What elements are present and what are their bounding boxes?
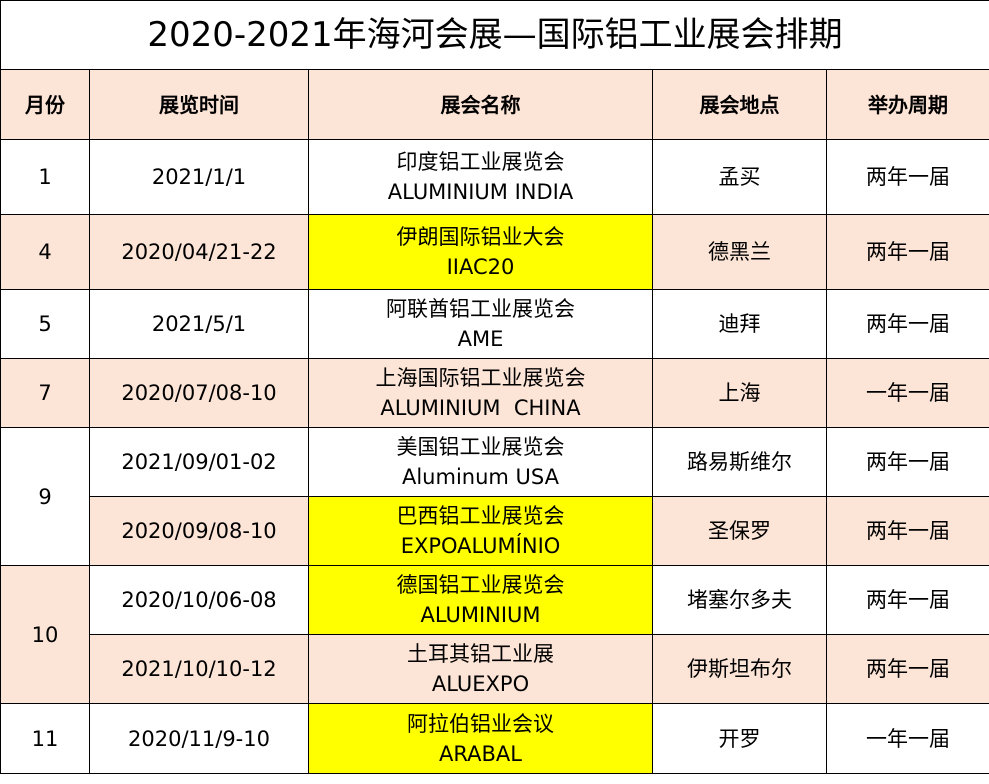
name-en: ARABAL xyxy=(439,741,522,766)
table-row: 10 2020/10/06-08 德国铝工业展览会 ALUMINIUM 堵塞尔多夫 两年一… xyxy=(0,565,989,704)
table-row: 2020/09/08-10 巴西铝工业展览会 EXPOALUMÍNIO 圣保罗 两年一届 xyxy=(1,496,989,566)
date-cell: 2020/09/08-10 xyxy=(89,496,309,566)
name-cn: 伊朗国际铝业大会 xyxy=(396,225,565,249)
month-cell: 7 xyxy=(0,358,90,428)
name-cn: 土耳其铝工业展 xyxy=(407,642,554,666)
name-cn: 阿拉伯铝业会议 xyxy=(407,711,554,736)
cycle-cell: 两年一届 xyxy=(826,214,989,290)
name-cn: 美国铝工业展览会 xyxy=(396,435,565,459)
table-row: 5 2021/5/1 阿联酋铝工业展览会 AME 迪拜 两年一届 xyxy=(0,289,989,359)
table-row: 11 2020/11/9-10 阿拉伯铝业会议 ARABAL 开罗 一年一届 xyxy=(0,703,989,774)
cycle-cell: 两年一届 xyxy=(826,634,989,704)
place-cell: 孟买 xyxy=(652,139,827,215)
table-row: 7 2020/07/08-10 上海国际铝工业展览会 ALUMINIUM CHINA 上… xyxy=(0,358,989,428)
name-en: IIAC20 xyxy=(446,255,515,279)
name-en: AME xyxy=(457,327,504,351)
name-cell: 美国铝工业展览会 Aluminum USA xyxy=(308,427,653,497)
place-cell: 路易斯维尔 xyxy=(652,427,827,497)
table-row: 2021/10/10-12 土耳其铝工业展 ALUEXPO 伊斯坦布尔 两年一届 xyxy=(1,634,989,704)
date-cell: 2021/1/1 xyxy=(89,139,309,215)
place-cell: 伊斯坦布尔 xyxy=(652,634,827,704)
name-cell: 伊朗国际铝业大会 IIAC20 xyxy=(308,214,653,290)
place-cell: 开罗 xyxy=(652,703,827,774)
name-en: ALUEXPO xyxy=(431,672,530,696)
month-cell: 11 xyxy=(0,703,90,774)
month-cell: 1 xyxy=(0,139,90,215)
cycle-cell: 两年一届 xyxy=(826,427,989,497)
date-cell: 2020/07/08-10 xyxy=(89,358,309,428)
cycle-cell: 两年一届 xyxy=(826,289,989,359)
name-cell: 土耳其铝工业展 ALUEXPO xyxy=(308,634,653,704)
table-title: 2020-2021年海河会展—国际铝工业展会排期 xyxy=(0,0,989,70)
place-cell: 迪拜 xyxy=(652,289,827,359)
month-cell: 5 xyxy=(0,289,90,359)
name-cn: 阿联酋铝工业展览会 xyxy=(386,297,575,321)
name-en: ALUMINIUM CHINA xyxy=(380,396,581,420)
table-row: 9 2021/09/01-02 美国铝工业展览会 Aluminum USA 路易斯维尔两… xyxy=(0,427,989,566)
cycle-cell: 两年一届 xyxy=(826,139,989,215)
cycle-cell: 两年一届 xyxy=(826,565,989,635)
date-cell: 2021/10/10-12 xyxy=(89,634,309,704)
name-cn: 德国铝工业展览会 xyxy=(396,573,565,597)
name-cn: 印度铝工业展览会 xyxy=(396,150,565,174)
header-row: 月份 展览时间 展会名称 展会地点 举办周期 xyxy=(0,69,989,140)
name-cell: 德国铝工业展览会 ALUMINIUM xyxy=(308,565,653,635)
place-cell: 上海 xyxy=(652,358,827,428)
date-cell: 2021/09/01-02 xyxy=(89,427,309,497)
date-cell: 2020/04/21-22 xyxy=(89,214,309,290)
header-cycle: 举办周期 xyxy=(826,69,989,140)
table-row: 1 2021/1/1 印度铝工业展览会 ALUMINIUM INDIA 孟买 两年一届 xyxy=(0,139,989,215)
name-cell: 阿联酋铝工业展览会 AME xyxy=(308,289,653,359)
place-cell: 堵塞尔多夫 xyxy=(652,565,827,635)
date-cell: 2020/10/06-08 xyxy=(89,565,309,635)
header-month: 月份 xyxy=(0,69,90,140)
month-cell: 10 xyxy=(0,565,90,704)
name-cell: 阿拉伯铝业会议 ARABAL xyxy=(308,703,653,774)
name-cn: 巴西铝工业展览会 xyxy=(396,504,565,528)
table-row: 4 2020/04/21-22 伊朗国际铝业大会 IIAC20 德黑兰 两年一届 xyxy=(0,214,989,290)
name-cell: 巴西铝工业展览会 EXPOALUMÍNIO xyxy=(308,496,653,566)
cycle-cell: 一年一届 xyxy=(826,358,989,428)
date-cell: 2021/5/1 xyxy=(89,289,309,359)
name-cell: 印度铝工业展览会 ALUMINIUM INDIA xyxy=(308,139,653,215)
cycle-cell: 一年一届 xyxy=(826,703,989,774)
header-name: 展会名称 xyxy=(308,69,653,140)
place-cell: 圣保罗 xyxy=(652,496,827,566)
name-cn: 上海国际铝工业展览会 xyxy=(375,366,586,390)
place-cell: 德黑兰 xyxy=(652,214,827,290)
name-en: ALUMINIUM INDIA xyxy=(387,180,574,204)
cycle-cell: 两年一届 xyxy=(826,496,989,566)
header-date: 展览时间 xyxy=(89,69,309,140)
date-cell: 2020/11/9-10 xyxy=(89,703,309,774)
name-en: EXPOALUMÍNIO xyxy=(400,534,561,558)
name-en: ALUMINIUM xyxy=(420,603,541,627)
month-cell: 4 xyxy=(0,214,90,290)
name-cell: 上海国际铝工业展览会 ALUMINIUM CHINA xyxy=(308,358,653,428)
name-en: Aluminum USA xyxy=(401,465,559,489)
header-place: 展会地点 xyxy=(652,69,827,140)
month-cell: 9 xyxy=(0,427,90,566)
